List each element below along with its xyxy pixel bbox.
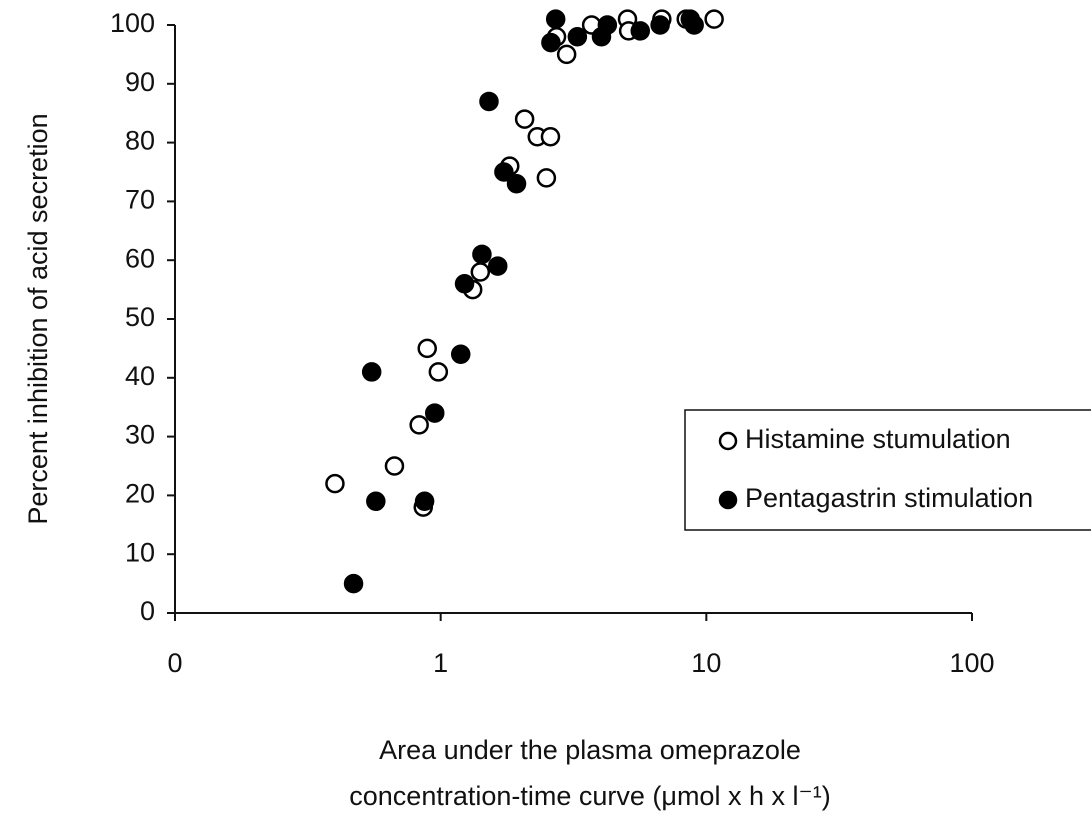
point (704, 9, 724, 29)
point (343, 573, 364, 594)
point (409, 415, 429, 435)
y-axis-label: Percent inhibition of acid secretion (23, 113, 53, 524)
point (684, 15, 704, 35)
point (454, 273, 475, 294)
point (506, 174, 527, 194)
point (424, 403, 445, 423)
x-axis-label: Area under the plasma omeprazole (379, 735, 801, 765)
point (597, 15, 618, 35)
point (450, 344, 471, 365)
point (487, 256, 508, 276)
x-tick-label: 1 (433, 648, 448, 678)
point (630, 21, 651, 41)
point (541, 32, 561, 53)
point (384, 456, 405, 476)
x-tick-label: 100 (949, 648, 994, 678)
y-tick-label: 60 (125, 243, 155, 273)
point (428, 362, 449, 382)
y-tick-label: 50 (125, 302, 155, 332)
y-tick-label: 90 (125, 67, 155, 97)
point (514, 109, 535, 129)
point (414, 491, 435, 512)
y-tick-label: 20 (125, 479, 155, 509)
y-tick-label: 70 (125, 185, 155, 215)
y-tick-label: 30 (125, 420, 155, 450)
legend-marker (718, 490, 738, 510)
y-tick-label: 100 (110, 8, 155, 38)
point (536, 168, 557, 188)
point (545, 9, 566, 29)
y-tick-label: 10 (125, 537, 155, 567)
y-tick-label: 80 (125, 126, 155, 156)
point (494, 162, 514, 182)
point (361, 362, 382, 382)
point (540, 126, 561, 147)
x-tick-label: 10 (691, 648, 721, 678)
point (417, 338, 437, 359)
legend-label: Pentagastrin stimulation (745, 483, 1033, 513)
point (650, 15, 670, 35)
x-tick-label: 0 (167, 648, 182, 678)
point (472, 244, 492, 265)
point (556, 44, 577, 65)
point (325, 473, 345, 494)
y-tick-label: 40 (125, 361, 155, 391)
point (479, 91, 499, 112)
y-tick-label: 0 (140, 596, 155, 626)
legend-marker (718, 431, 738, 451)
x-axis-label: concentration-time curve (μmol x h x l⁻¹… (349, 781, 830, 811)
point (366, 491, 386, 512)
point (567, 27, 588, 47)
legend-box (684, 409, 1091, 531)
legend-label: Histamine stumulation (745, 424, 1011, 454)
point (470, 262, 491, 282)
